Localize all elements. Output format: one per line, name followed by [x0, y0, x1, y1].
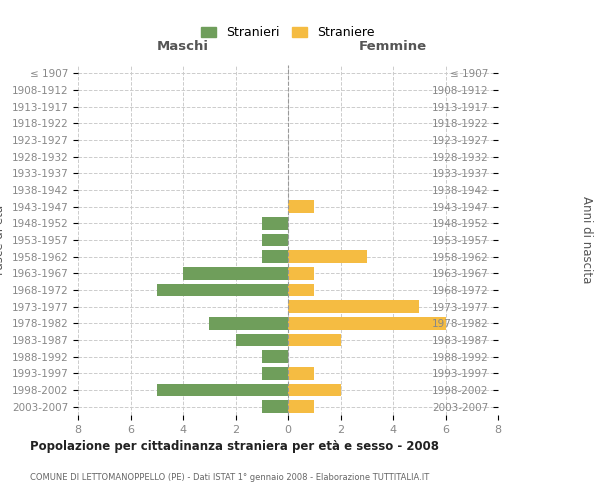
Bar	[262, 400, 288, 413]
Bar	[262, 367, 288, 380]
Bar	[157, 284, 288, 296]
Text: COMUNE DI LETTOMANOPPELLO (PE) - Dati ISTAT 1° gennaio 2008 - Elaborazione TUTTI: COMUNE DI LETTOMANOPPELLO (PE) - Dati IS…	[30, 473, 429, 482]
Bar	[288, 250, 367, 263]
Bar	[157, 384, 288, 396]
Bar	[262, 350, 288, 363]
Bar	[288, 384, 341, 396]
Text: Maschi: Maschi	[157, 40, 209, 54]
Text: Popolazione per cittadinanza straniera per età e sesso - 2008: Popolazione per cittadinanza straniera p…	[30, 440, 439, 453]
Y-axis label: Fasce di età: Fasce di età	[0, 205, 6, 275]
Bar	[288, 300, 419, 313]
Bar	[262, 234, 288, 246]
Legend: Stranieri, Straniere: Stranieri, Straniere	[196, 21, 380, 44]
Bar	[288, 200, 314, 213]
Text: Femmine: Femmine	[359, 40, 427, 54]
Bar	[288, 317, 445, 330]
Bar	[235, 334, 288, 346]
Bar	[288, 284, 314, 296]
Bar	[262, 250, 288, 263]
Bar	[288, 400, 314, 413]
Bar	[288, 267, 314, 280]
Y-axis label: Anni di nascita: Anni di nascita	[580, 196, 593, 284]
Bar	[209, 317, 288, 330]
Bar	[288, 367, 314, 380]
Bar	[262, 217, 288, 230]
Bar	[183, 267, 288, 280]
Bar	[288, 334, 341, 346]
